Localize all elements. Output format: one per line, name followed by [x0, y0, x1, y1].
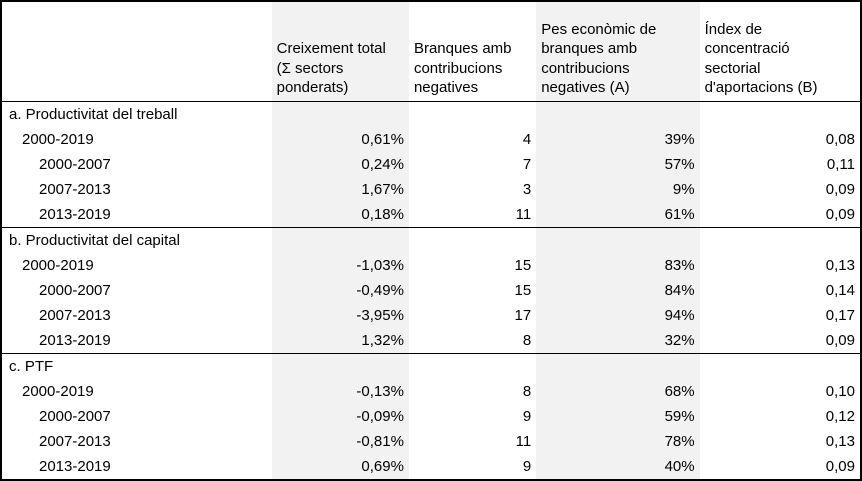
branches-value: 11 — [515, 206, 532, 223]
growth-value: -1,03% — [271, 253, 409, 278]
section-header-row: a. Productivitat del treball — [1, 101, 861, 128]
growth-value: 0,18% — [271, 202, 409, 228]
column-header-creixement-total: Creixement total (Σ sectors ponderats) — [271, 1, 409, 102]
column-header-pes-economic: Pes econòmic de branques amb contribucio… — [536, 1, 700, 102]
period-label: 2000-2007 — [39, 408, 111, 425]
growth-value: -0,81% — [271, 429, 409, 454]
weight-value: 83% — [536, 253, 700, 278]
table-row: 2007-2013 -3,95% 17 94% 0,17 — [1, 303, 861, 328]
index-value: 0,13 — [825, 433, 855, 450]
weight-value: 68% — [536, 379, 700, 404]
branches-value: 8 — [522, 383, 532, 400]
period-label: 2000-2007 — [39, 156, 111, 173]
weight-value: 39% — [536, 127, 700, 152]
branches-value: 15 — [514, 257, 532, 274]
empty-cell — [536, 227, 700, 253]
period-label: 2000-2019 — [22, 383, 94, 400]
growth-value: -0,49% — [271, 278, 409, 303]
table-row: 2013-2019 0,18% 11 61% 0,09 — [1, 202, 861, 228]
column-header-empty — [1, 1, 272, 102]
empty-cell — [271, 101, 409, 127]
section-title: c. PTF — [1, 353, 272, 379]
index-value: 0,11 — [826, 156, 855, 173]
period-label: 2000-2019 — [22, 131, 94, 148]
empty-cell — [699, 353, 861, 379]
column-header-branques-negatives: Branques amb contribucions negatives — [408, 1, 537, 102]
weight-value: 59% — [536, 404, 700, 429]
weight-value: 40% — [536, 454, 700, 480]
branches-value: 15 — [514, 282, 532, 299]
header-row: Creixement total (Σ sectors ponderats) B… — [1, 1, 861, 102]
table-row: 2013-2019 0,69% 9 40% 0,09 — [1, 454, 861, 480]
growth-value: -0,09% — [271, 404, 409, 429]
period-label: 2007-2013 — [39, 307, 111, 324]
weight-value: 9% — [536, 177, 700, 202]
branches-value: 3 — [522, 181, 532, 198]
branches-value: 11 — [515, 433, 532, 450]
table-row: 2007-2013 1,67% 3 9% 0,09 — [1, 177, 861, 202]
empty-cell — [271, 227, 409, 253]
empty-cell — [271, 353, 409, 379]
period-label: 2013-2019 — [39, 206, 111, 223]
branches-value: 7 — [522, 156, 532, 173]
table-row: 2000-2007 -0,49% 15 84% 0,14 — [1, 278, 861, 303]
weight-value: 32% — [536, 328, 700, 354]
section-header-row: b. Productivitat del capital — [1, 227, 861, 253]
index-value: 0,09 — [825, 181, 855, 198]
section-title: b. Productivitat del capital — [1, 227, 272, 253]
growth-value: 0,24% — [271, 152, 409, 177]
empty-cell — [408, 227, 537, 253]
growth-value: 0,69% — [271, 454, 409, 480]
table-row: 2000-2007 -0,09% 9 59% 0,12 — [1, 404, 861, 429]
branches-value: 17 — [514, 307, 532, 324]
period-label: 2013-2019 — [39, 332, 111, 349]
empty-cell — [700, 102, 861, 128]
period-label: 2013-2019 — [39, 458, 111, 475]
index-value: 0,12 — [825, 408, 855, 425]
index-value: 0,10 — [825, 383, 855, 400]
table-row: 2000-2019 -1,03% 15 83% 0,13 — [1, 253, 861, 278]
table-row: 2007-2013 -0,81% 11 78% 0,13 — [1, 429, 861, 454]
branches-value: 9 — [522, 458, 532, 475]
weight-value: 57% — [536, 152, 700, 177]
weight-value: 84% — [536, 278, 700, 303]
empty-cell — [536, 353, 700, 379]
table-row: 2000-2019 0,61% 4 39% 0,08 — [1, 127, 861, 152]
index-value: 0,09 — [825, 206, 855, 223]
weight-value: 94% — [536, 303, 700, 328]
period-label: 2000-2019 — [22, 257, 94, 274]
empty-cell — [409, 102, 536, 128]
table-row: 2000-2019 -0,13% 8 68% 0,10 — [1, 379, 861, 404]
branches-value: 9 — [522, 408, 532, 425]
empty-cell — [536, 101, 700, 127]
growth-value: 1,32% — [271, 328, 409, 354]
period-label: 2007-2013 — [39, 433, 111, 450]
index-value: 0,14 — [825, 282, 855, 299]
period-label: 2000-2007 — [39, 282, 111, 299]
growth-value: -3,95% — [271, 303, 409, 328]
index-value: 0,13 — [825, 257, 855, 274]
column-header-index-concentracio: Índex de concentració sectorial d'aporta… — [699, 1, 861, 102]
weight-value: 78% — [536, 429, 700, 454]
index-value: 0,17 — [825, 307, 855, 324]
index-value: 0,08 — [825, 131, 855, 148]
section-header-row: c. PTF — [1, 353, 861, 379]
growth-value: -0,13% — [271, 379, 409, 404]
growth-value: 0,61% — [271, 127, 409, 152]
table-row: 2000-2007 0,24% 7 57% 0,11 — [1, 152, 861, 177]
growth-value: 1,67% — [271, 177, 409, 202]
empty-cell — [408, 353, 537, 379]
branches-value: 4 — [522, 131, 532, 148]
weight-value: 61% — [536, 202, 700, 228]
index-value: 0,09 — [825, 458, 855, 475]
branches-value: 8 — [522, 332, 532, 349]
empty-cell — [699, 227, 861, 253]
section-title: a. Productivitat del treball — [9, 106, 178, 123]
period-label: 2007-2013 — [39, 181, 111, 198]
table-row: 2013-2019 1,32% 8 32% 0,09 — [1, 328, 861, 354]
index-value: 0,09 — [825, 332, 855, 349]
